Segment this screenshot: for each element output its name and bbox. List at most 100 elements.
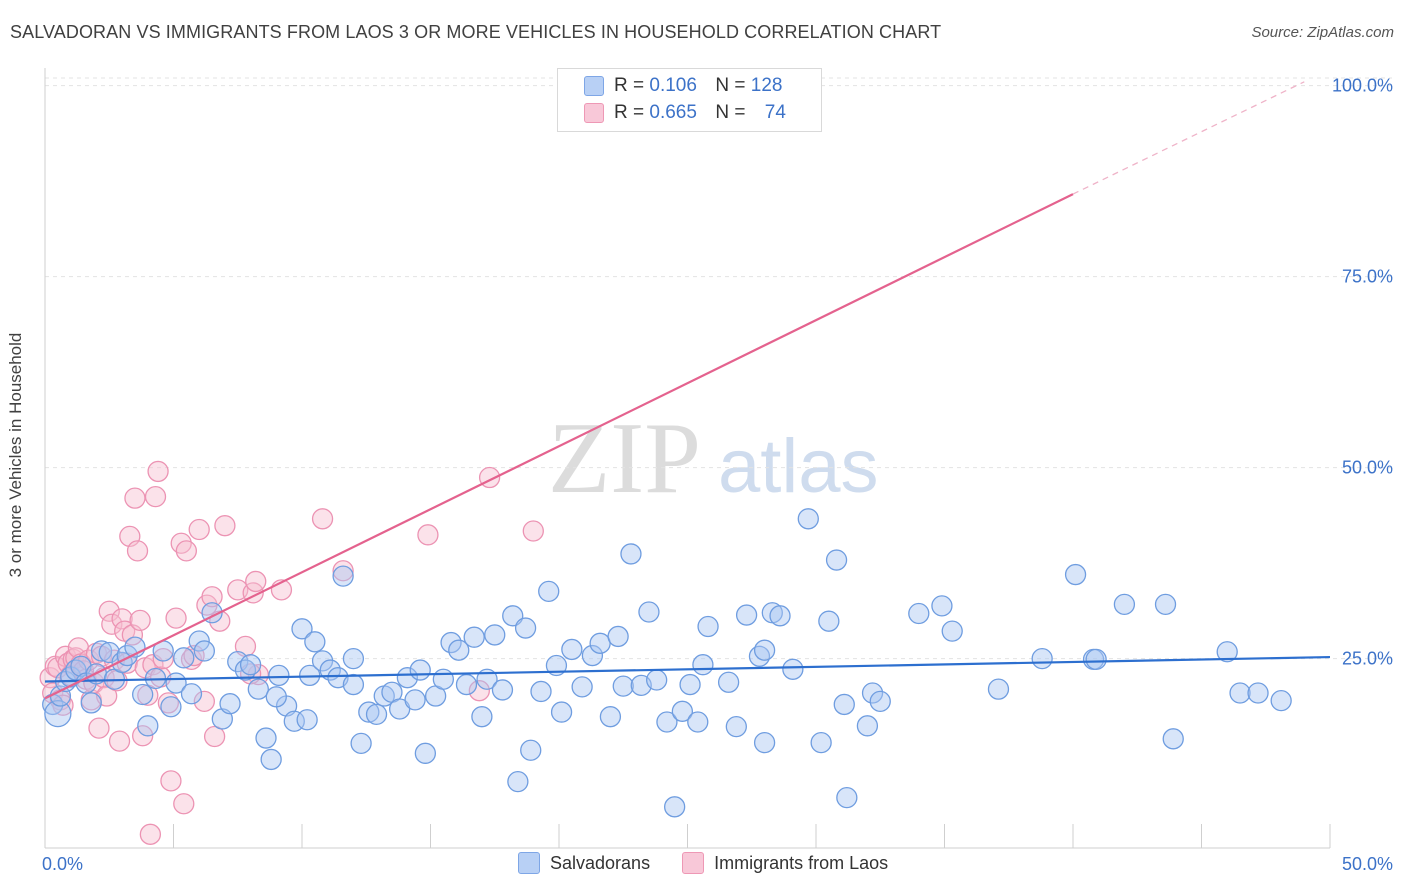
laos-point — [108, 730, 131, 752]
salvadoran-point — [350, 732, 372, 755]
salvadoran-point — [679, 673, 701, 696]
legend-n-value: 74 — [764, 102, 786, 123]
salvadoran-point — [265, 686, 287, 708]
laos-point — [468, 680, 490, 702]
laos-point — [157, 692, 180, 714]
laos-point — [201, 586, 223, 608]
salvadoran-point — [753, 639, 776, 661]
salvadoran-point — [753, 731, 776, 754]
laos-point — [332, 560, 354, 582]
laos-point — [173, 793, 195, 815]
salvadoran-point — [1031, 647, 1053, 670]
legend-row-salvadorans: R = 0.106 N = 128 — [584, 74, 782, 98]
y-tick-label: 25.0% — [1342, 649, 1393, 669]
laos-point — [203, 725, 226, 748]
salvadoran-point — [697, 615, 719, 638]
salvadoran-point — [193, 640, 215, 662]
laos-point — [175, 540, 198, 562]
salvadoran-point — [620, 543, 642, 565]
salvadoran-point — [797, 508, 819, 530]
stats-legend: R = 0.106 N = 128 R = 0.665 N = 74 — [557, 68, 822, 132]
salvadoran-point — [725, 715, 747, 738]
salvadoran-point — [931, 595, 953, 617]
salvadoran-point — [173, 647, 195, 669]
salvadoran-point — [646, 669, 668, 691]
salvadoran-point — [188, 630, 210, 652]
laos-point — [522, 520, 544, 542]
salvadoran-point — [1247, 682, 1269, 704]
salvadoran-point — [638, 601, 660, 623]
watermark-atlas: atlas — [718, 424, 879, 509]
x-tick-label: 0.0% — [42, 854, 83, 874]
y-tick-label: 75.0% — [1342, 267, 1393, 287]
x-tick-label: 50.0% — [1342, 854, 1393, 874]
y-tick-label: 100.0% — [1332, 76, 1393, 96]
salvadoran-point — [80, 692, 102, 714]
salvadoran-point — [342, 647, 365, 670]
laos-point — [126, 540, 149, 562]
salvadoran-point — [987, 678, 1010, 700]
salvadoran-point — [1064, 563, 1087, 586]
salvadoran-point — [227, 651, 249, 673]
salvadoran-point — [507, 770, 529, 793]
salvadoran-point — [219, 693, 241, 715]
legend-swatch-salvadorans — [518, 852, 540, 874]
laos-point — [101, 613, 123, 635]
legend-r-value: 0.665 — [649, 102, 697, 123]
legend-n-label: N = — [715, 102, 746, 123]
salvadoran-point — [856, 715, 879, 737]
salvadoran-point — [782, 658, 804, 680]
legend-r-label: R = — [614, 75, 645, 96]
salvadoran-point — [365, 703, 388, 726]
laos-point — [180, 648, 203, 671]
salvadoran-point — [735, 604, 758, 626]
salvadoran-point — [941, 620, 963, 642]
salvadoran-point — [358, 701, 380, 723]
legend-swatch-blue — [584, 76, 604, 96]
salvadoran-point — [717, 671, 740, 693]
salvadoran-point — [137, 715, 159, 737]
salvadoran-point — [255, 727, 277, 749]
salvadoran-point — [448, 639, 470, 661]
salvadoran-point — [409, 659, 431, 681]
chart-title: SALVADORAN VS IMMIGRANTS FROM LAOS 3 OR … — [10, 22, 942, 42]
salvadoran-point — [502, 605, 524, 627]
laos-point — [165, 607, 187, 629]
salvadoran-point — [132, 683, 154, 706]
legend-swatch-laos — [682, 852, 705, 874]
salvadoran-point — [342, 673, 365, 696]
salvadoran-point — [1154, 593, 1177, 616]
laos-point — [147, 460, 169, 483]
salvadoran-point — [1216, 641, 1238, 663]
laos-point — [160, 770, 182, 792]
salvadoran-point — [1085, 648, 1107, 671]
legend-item-laos[interactable]: Immigrants from Laos — [682, 852, 888, 874]
salvadoran-trend-line — [44, 655, 1331, 683]
salvadoran-point — [484, 624, 506, 646]
salvadoran-point — [836, 786, 858, 809]
source-label: Source: ZipAtlas.com — [1251, 24, 1394, 41]
salvadoran-point — [389, 698, 411, 720]
salvadoran-point — [687, 711, 709, 733]
salvadoran-point — [581, 644, 604, 667]
salvadoran-point — [769, 605, 791, 627]
salvadoran-point — [671, 700, 694, 722]
salvadoran-point — [825, 549, 848, 571]
salvadoran-point — [455, 673, 478, 696]
salvadoran-point — [869, 690, 891, 713]
salvadoran-point — [1162, 728, 1184, 750]
trend-lines — [44, 81, 1331, 700]
laos-point — [214, 515, 236, 537]
salvadoran-point — [90, 640, 113, 662]
salvadoran-point — [599, 706, 622, 728]
legend-item-salvadorans[interactable]: Salvadorans — [518, 852, 650, 874]
salvadoran-point — [571, 676, 593, 698]
salvadoran-point — [247, 678, 269, 700]
salvadoran-point — [908, 602, 930, 625]
series-salvadoran-points — [42, 508, 1292, 818]
laos-point — [129, 609, 151, 632]
watermark-zip: ZIP — [548, 402, 701, 515]
laos-point — [124, 487, 146, 509]
salvadoran-point — [396, 667, 419, 689]
